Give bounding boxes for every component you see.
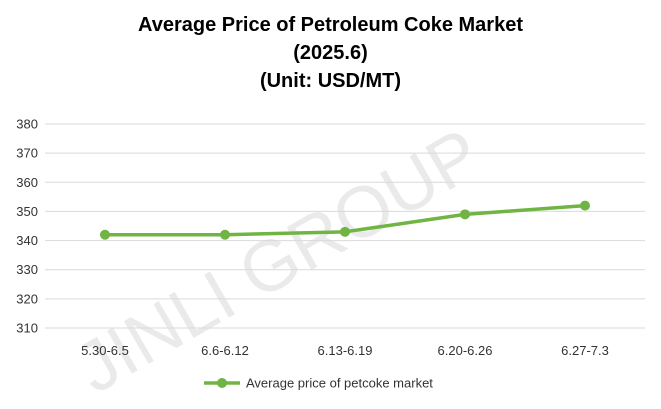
chart-title-line-1: Average Price of Petroleum Coke Market — [138, 14, 523, 36]
data-point — [580, 200, 590, 211]
y-tick-label: 370 — [16, 146, 38, 161]
y-tick-label: 320 — [16, 291, 38, 306]
x-tick-label: 6.6-6.12 — [201, 343, 249, 358]
series-layer — [100, 200, 590, 240]
data-point — [100, 229, 110, 240]
x-tick-label: 6.20-6.26 — [438, 343, 493, 358]
data-point — [340, 226, 350, 237]
x-axis-ticks: 5.30-6.5 6.6-6.12 6.13-6.19 6.20-6.26 6.27-7… — [81, 343, 609, 358]
legend: Average price of petcoke market — [204, 376, 433, 391]
chart-title-line-3: (Unit: USD/MT) — [259, 70, 402, 92]
y-tick-label: 380 — [16, 117, 38, 132]
grid-lines — [45, 123, 645, 329]
chart-title-line-2: (2025.6) — [293, 42, 368, 64]
x-tick-label: 5.30-6.5 — [81, 343, 129, 358]
y-tick-label: 330 — [16, 262, 38, 277]
data-point — [220, 229, 230, 240]
data-point — [460, 209, 470, 220]
y-axis-ticks: 310 320 330 340 350 360 370 380 — [16, 117, 38, 336]
watermark-text: JINLI GROUP — [63, 114, 495, 409]
legend-marker — [217, 378, 227, 388]
y-tick-label: 340 — [16, 233, 38, 248]
y-tick-label: 350 — [16, 204, 38, 219]
y-tick-label: 310 — [16, 321, 38, 336]
x-tick-label: 6.13-6.19 — [318, 343, 373, 358]
legend-label: Average price of petcoke market — [246, 376, 433, 391]
y-tick-label: 360 — [16, 175, 38, 190]
x-tick-label: 6.27-7.3 — [561, 343, 609, 358]
